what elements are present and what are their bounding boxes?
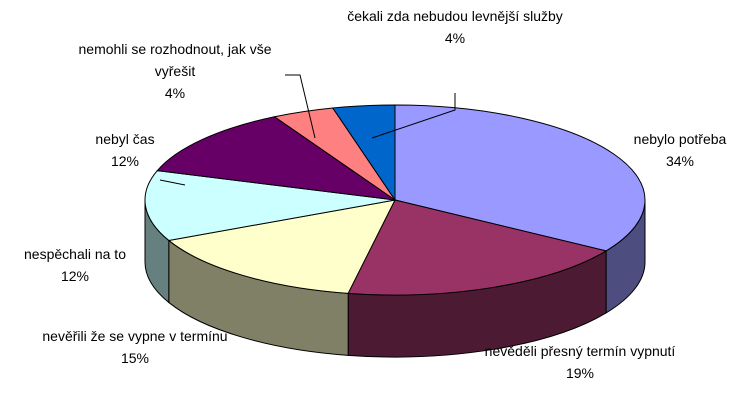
slice-label: nevěděli přesný termín vypnutí 19% <box>480 340 680 384</box>
slice <box>156 116 396 201</box>
label-name: nebyl čas <box>95 131 155 147</box>
slice <box>394 104 646 252</box>
label-name: nemohli se rozhodnout, jak vše vyřešit <box>78 41 272 79</box>
label-name: nevěřili že se vypne v termínu <box>42 328 228 344</box>
slice <box>167 199 396 294</box>
slice <box>331 104 396 202</box>
slice <box>144 170 396 241</box>
leader-line <box>285 74 316 139</box>
label-percent: 12% <box>110 153 140 169</box>
label-percent: 15% <box>120 350 150 366</box>
label-percent: 4% <box>444 30 466 46</box>
slice-label: nemohli se rozhodnout, jak vše vyřešit 4% <box>60 38 290 104</box>
label-name: nevěděli přesný termín vypnutí <box>484 343 676 359</box>
slice-label: nevěřili že se vypne v termínu 15% <box>30 325 240 369</box>
slice <box>347 199 608 296</box>
label-percent: 12% <box>60 268 90 284</box>
label-name: nebylo potřeba <box>633 131 727 147</box>
label-percent: 34% <box>665 153 695 169</box>
leader-line <box>371 93 456 139</box>
slice-label: nebylo potřeba 34% <box>615 128 745 172</box>
slice-label: čekali zda nebudou levnější služby 4% <box>340 5 570 49</box>
pie <box>144 104 646 358</box>
label-percent: 19% <box>565 365 595 381</box>
slice-label: nespěchali na to 12% <box>0 243 155 287</box>
label-name: nespěchali na to <box>24 246 126 262</box>
label-name: čekali zda nebudou levnější služby <box>347 8 563 24</box>
slice-label: nebyl čas 12% <box>75 128 175 172</box>
label-percent: 4% <box>164 85 186 101</box>
leader-line <box>159 179 186 186</box>
